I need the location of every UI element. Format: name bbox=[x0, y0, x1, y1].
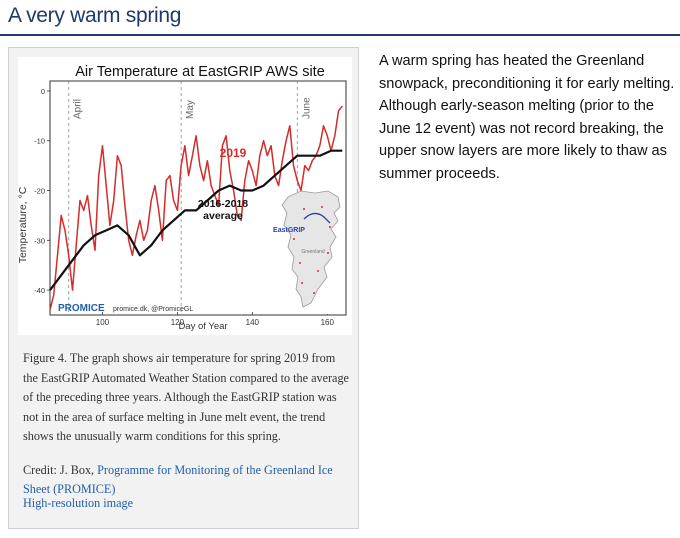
y-tick-label: 0 bbox=[41, 87, 45, 96]
eastgrip-melt-outline bbox=[303, 212, 331, 224]
plot-frame bbox=[49, 80, 347, 316]
map-eastgrip-label: EastGRIP bbox=[273, 227, 305, 234]
title-divider bbox=[0, 34, 680, 36]
chart-gridlines bbox=[68, 81, 298, 315]
x-tick-label: 100 bbox=[96, 318, 110, 327]
promice-credit-link[interactable]: Programme for Monitoring of the Greenlan… bbox=[23, 463, 333, 496]
map-greenland-label: Greenland bbox=[301, 249, 325, 255]
chart-svg: Air Temperature at EastGRIP AWS site Tem… bbox=[17, 64, 347, 332]
y-tick-label: -30 bbox=[34, 236, 45, 245]
temperature-chart[interactable]: Air Temperature at EastGRIP AWS site Tem… bbox=[17, 57, 352, 335]
y-tick-label: -20 bbox=[34, 187, 45, 196]
figure-caption: Figure 4. The graph shows air temperatur… bbox=[23, 351, 349, 443]
x-axis-label: Day of Year bbox=[178, 321, 227, 332]
x-tick-label: 140 bbox=[246, 318, 260, 327]
month-label: June bbox=[301, 97, 312, 119]
map-site-markers bbox=[293, 206, 331, 294]
article-paragraph: A warm spring has heated the Greenland s… bbox=[379, 53, 675, 182]
series-average-line bbox=[49, 149, 343, 291]
chart-ticks: April May June 0 -10 -20 -30 -40 100 120 140 160 bbox=[34, 87, 334, 327]
figure-credit: Credit: J. Box, Programme for Monitoring… bbox=[23, 461, 353, 498]
chart-title: Air Temperature at EastGRIP AWS site bbox=[75, 64, 325, 80]
month-label: April bbox=[73, 99, 84, 119]
x-tick-label: 120 bbox=[171, 318, 185, 327]
chart-series bbox=[49, 105, 343, 311]
y-tick-label: -40 bbox=[34, 286, 45, 295]
high-resolution-image-link[interactable]: High-resolution image bbox=[23, 496, 134, 510]
y-tick-label: -10 bbox=[34, 137, 45, 146]
series-2019-label: 2019 bbox=[220, 146, 247, 160]
average-label-line1: 2016-2018 bbox=[198, 198, 248, 210]
greenland-inset-map: EastGRIP Greenland bbox=[273, 190, 345, 314]
promice-source-text: promice.dk, @PromiceGL bbox=[113, 306, 193, 313]
month-label: May bbox=[185, 100, 196, 119]
section-title: A very warm spring bbox=[8, 4, 182, 27]
credit-prefix: Credit: J. Box, bbox=[23, 463, 98, 477]
greenland-shape bbox=[281, 190, 341, 308]
x-tick-label: 160 bbox=[321, 318, 335, 327]
series-2019-line bbox=[49, 105, 343, 311]
figure-box: Air Temperature at EastGRIP AWS site Tem… bbox=[8, 47, 359, 529]
y-axis-label: Temperature, °C bbox=[18, 186, 29, 263]
average-label-line2: average bbox=[203, 210, 243, 222]
promice-logo: PROMICE bbox=[58, 303, 105, 314]
